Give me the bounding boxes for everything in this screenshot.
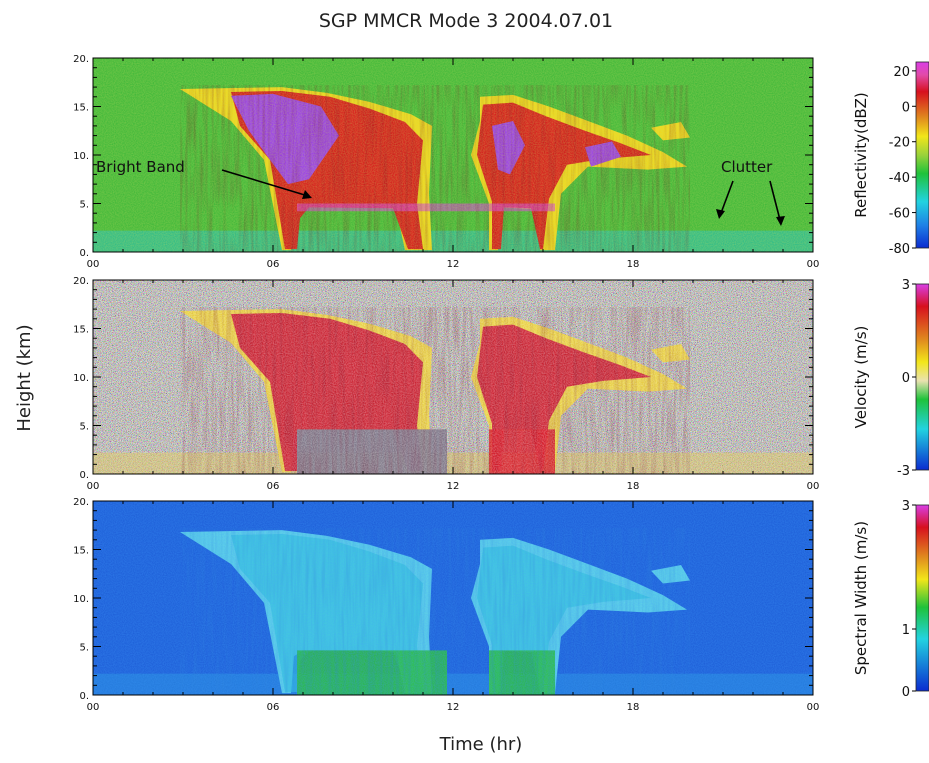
velocity-y-tick-label: 5. <box>79 422 89 433</box>
reflectivity-colorbar: 20 0 -20 -40 -60 -80 Reflectivity(dBZ) <box>852 61 929 257</box>
reflectivity-y-tick-label: 20. <box>73 54 89 65</box>
reflectivity-panel: 00 06 12 18 00 20. 15. 10. 5. 0. 20 0 -20 -40 -60 -80 Re… <box>73 54 929 270</box>
spectral-width-y-tick-label: 15. <box>73 546 89 557</box>
spectral-width-colorbar-frame <box>915 504 929 692</box>
velocity-colorbar-label: Velocity (m/s) <box>852 326 870 429</box>
reflectivity-y-tick-label: 0. <box>79 248 89 259</box>
spectral-width-colorbar-tick-label: 1 <box>902 623 910 638</box>
velocity-y-tick-label: 0. <box>79 470 89 481</box>
spectral-width-y-tick-label: 20. <box>73 497 89 508</box>
velocity-colorbar-tick-label: 3 <box>902 278 910 293</box>
spectral-width-panel: 00 06 12 18 00 20. 15. 10. 5. 0. 3 1 0 Spectral Width… <box>73 497 929 713</box>
velocity-x-tick-label: 12 <box>447 481 460 492</box>
velocity-speckle <box>93 280 813 474</box>
velocity-colorbar-tick-label: 0 <box>902 371 910 386</box>
reflectivity-y-tick-label: 10. <box>73 151 89 162</box>
spectral-width-y-tick-label: 10. <box>73 594 89 605</box>
reflectivity-colorbar-tick-label: -40 <box>889 171 910 186</box>
velocity-x-tick-label: 06 <box>267 481 280 492</box>
velocity-colorbar-tick-label: -3 <box>897 464 910 479</box>
reflectivity-y-tick-label: 5. <box>79 200 89 211</box>
spectral-width-speckle <box>93 501 813 695</box>
reflectivity-x-tick-label: 00 <box>87 259 100 270</box>
bright-band-label: Bright Band <box>96 158 185 176</box>
reflectivity-x-tick-label: 00 <box>807 259 820 270</box>
spectral-width-field <box>93 501 813 695</box>
velocity-x-tick-label: 18 <box>627 481 640 492</box>
spectral-width-colorbar-label: Spectral Width (m/s) <box>852 521 870 675</box>
spectral-width-x-tick-label: 00 <box>807 702 820 713</box>
reflectivity-colorbar-tick-label: -80 <box>889 242 910 257</box>
velocity-y-tick-label: 20. <box>73 276 89 287</box>
reflectivity-colorbar-label: Reflectivity(dBZ) <box>852 92 870 218</box>
spectral-width-x-tick-label: 12 <box>447 702 460 713</box>
spectral-width-colorbar-tick-label: 3 <box>902 499 910 514</box>
reflectivity-field <box>93 58 813 252</box>
reflectivity-x-tick-label: 18 <box>627 259 640 270</box>
bright-band-arrow <box>221 169 309 197</box>
reflectivity-colorbar-gradient <box>916 62 929 248</box>
reflectivity-x-tick-label: 06 <box>267 259 280 270</box>
velocity-field <box>93 280 813 474</box>
spectral-width-x-tick-label: 00 <box>87 702 100 713</box>
velocity-colorbar: 3 0 -3 Velocity (m/s) <box>852 278 929 479</box>
reflectivity-colorbar-frame <box>915 61 929 249</box>
bright-band-arrowhead <box>302 190 312 199</box>
spectral-width-colorbar-tick-label: 0 <box>902 685 910 700</box>
spectral-width-x-tick-label: 18 <box>627 702 640 713</box>
velocity-x-tick-label: 00 <box>807 481 820 492</box>
spectral-width-y-tick-label: 0. <box>79 691 89 702</box>
bright-band-annotation: Bright Band <box>96 158 312 199</box>
reflectivity-colorbar-tick-label: 20 <box>893 65 910 80</box>
spectral-width-y-tick-label: 5. <box>79 643 89 654</box>
y-axis-label: Height (km) <box>14 324 35 431</box>
clutter-arrow-right <box>769 180 781 221</box>
x-axis-label: Time (hr) <box>439 734 523 755</box>
reflectivity-colorbar-tick-label: -20 <box>889 136 910 151</box>
spectral-width-x-tick-label: 06 <box>267 702 280 713</box>
reflectivity-colorbar-tick-label: -60 <box>889 207 910 222</box>
velocity-colorbar-gradient <box>916 284 929 470</box>
spectral-width-colorbar: 3 1 0 Spectral Width (m/s) <box>852 499 929 700</box>
clutter-annotation: Clutter <box>716 158 785 226</box>
reflectivity-x-tick-label: 12 <box>447 259 460 270</box>
velocity-x-tick-label: 00 <box>87 481 100 492</box>
reflectivity-colorbar-tick-label: 0 <box>902 100 910 115</box>
reflectivity-y-tick-label: 15. <box>73 103 89 114</box>
clutter-arrowhead-left <box>716 209 725 219</box>
spectral-width-colorbar-gradient <box>916 505 929 691</box>
velocity-y-tick-label: 10. <box>73 373 89 384</box>
velocity-y-tick-label: 15. <box>73 325 89 336</box>
velocity-panel: 00 06 12 18 00 20. 15. 10. 5. 0. 3 0 -3 Velocity (m/s… <box>73 276 929 492</box>
clutter-arrowhead-right <box>776 216 785 226</box>
chart-title: SGP MMCR Mode 3 2004.07.01 <box>319 10 613 32</box>
clutter-label: Clutter <box>721 158 773 176</box>
clutter-arrow-left <box>720 180 734 214</box>
reflectivity-speckle <box>93 58 813 252</box>
